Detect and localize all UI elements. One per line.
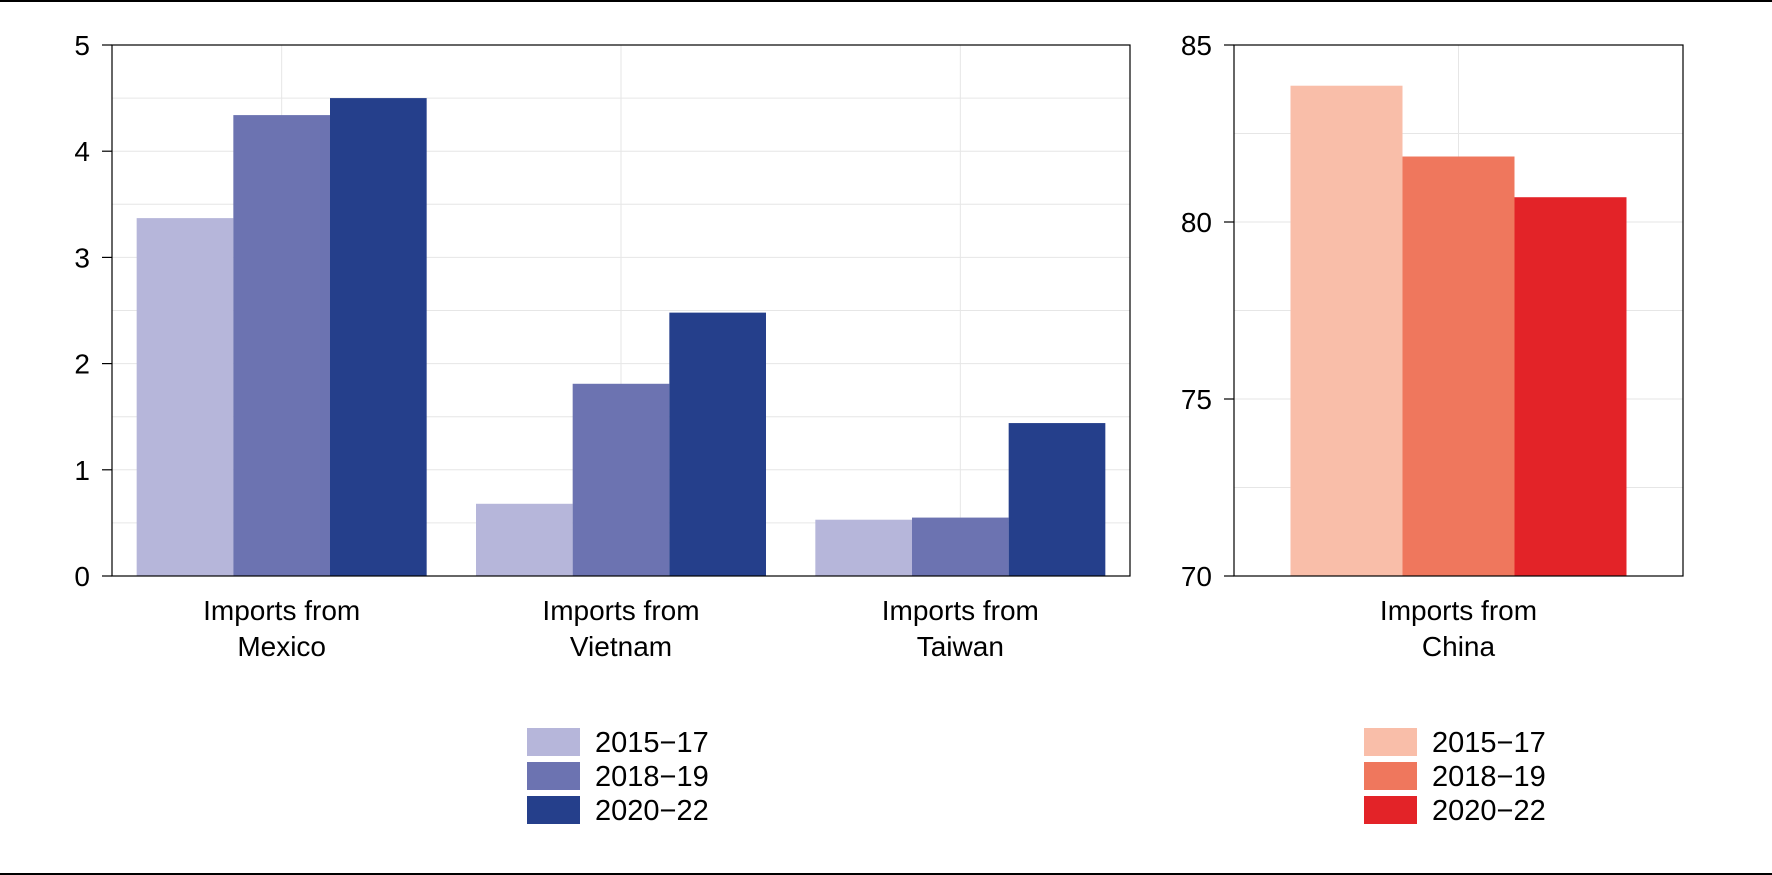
bar [233, 115, 330, 576]
bar [136, 218, 234, 576]
x-tick-label: Mexico [237, 631, 326, 662]
bar [1290, 85, 1403, 577]
bar [330, 98, 427, 576]
bottom-rule [0, 873, 1772, 875]
legend-label: 2015−17 [595, 727, 709, 759]
chart-panel-left: 0 1 2 3 4 5 Imports from Mexico Imports from Viet… [74, 30, 1131, 827]
x-tick-label: Imports from [882, 595, 1039, 626]
legend-label: 2018−19 [595, 761, 709, 793]
legend-label: 2020−22 [1432, 795, 1546, 827]
bar [669, 312, 766, 576]
chart-panel-right: 70 75 80 85 Imports from China 2015−172018−192… [1181, 30, 1684, 827]
bar [912, 517, 1009, 576]
bar [815, 519, 912, 576]
bar [1008, 423, 1106, 576]
y-tick-label: 2 [74, 349, 90, 380]
y-tick-label: 1 [74, 455, 90, 486]
y-tick-label: 4 [74, 136, 90, 167]
y-tick-label: 5 [74, 30, 90, 61]
legend-swatch [527, 796, 580, 824]
y-tick-label: 75 [1181, 384, 1212, 415]
bar [572, 383, 670, 576]
top-rule [0, 0, 1772, 2]
legend-swatch [1364, 796, 1417, 824]
x-tick-label: Imports from [542, 595, 699, 626]
x-tick-label: Taiwan [917, 631, 1004, 662]
plot-frame [111, 44, 1131, 577]
y-tick-label: 0 [74, 561, 90, 592]
x-tick-label: Imports from [203, 595, 360, 626]
x-tick-label: Vietnam [570, 631, 672, 662]
x-tick-label: China [1422, 631, 1496, 662]
legend-swatch [1364, 728, 1417, 756]
y-tick-label: 80 [1181, 207, 1212, 238]
y-tick-label: 85 [1181, 30, 1212, 61]
bar [476, 503, 573, 576]
legend-label: 2015−17 [1432, 727, 1546, 759]
bar [1402, 156, 1515, 576]
plot-frame [1233, 44, 1684, 577]
legend-swatch [527, 762, 580, 790]
y-tick-label: 70 [1181, 561, 1212, 592]
legend-swatch [527, 728, 580, 756]
legend-label: 2020−22 [595, 795, 709, 827]
x-tick-label: Imports from [1380, 595, 1537, 626]
bar [1514, 197, 1627, 576]
y-tick-label: 3 [74, 242, 90, 273]
legend-swatch [1364, 762, 1417, 790]
legend-label: 2018−19 [1432, 761, 1546, 793]
